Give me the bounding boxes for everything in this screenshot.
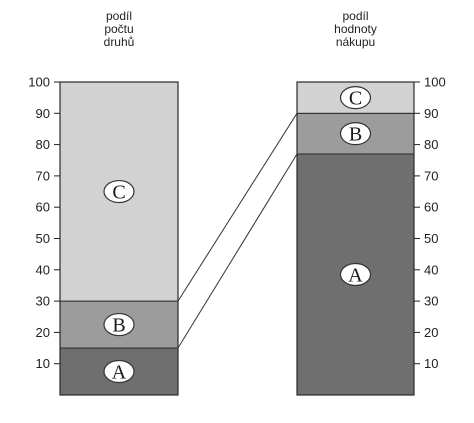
left-tick-label-30: 30 xyxy=(36,294,50,309)
right-tick-label-70: 70 xyxy=(424,168,438,183)
bar-2-title-line-1: podíl xyxy=(342,9,368,23)
bar-1-label-b: B xyxy=(112,315,125,337)
left-tick-label-40: 40 xyxy=(36,262,50,277)
left-tick-label-80: 80 xyxy=(36,137,50,152)
bar-1-label-circle-a xyxy=(103,359,135,384)
bar-2-label-b: B xyxy=(349,124,362,146)
connector-line-1 xyxy=(177,153,298,349)
bar-2-title-line-2: hodnoty xyxy=(334,22,377,36)
bar-1-label-circle-b xyxy=(103,312,135,337)
right-tick-label-30: 30 xyxy=(424,294,438,309)
right-tick-label-80: 80 xyxy=(424,137,438,152)
right-tick-label-60: 60 xyxy=(424,200,438,215)
left-tick-label-10: 10 xyxy=(36,356,50,371)
left-tick-label-100: 100 xyxy=(28,75,50,90)
left-tick-label-60: 60 xyxy=(36,200,50,215)
bar-2-title-line-3: nákupu xyxy=(336,35,375,49)
right-tick-label-90: 90 xyxy=(424,106,438,121)
right-tick-label-40: 40 xyxy=(424,262,438,277)
bar-1-label-circle-c xyxy=(103,179,135,204)
left-tick-label-90: 90 xyxy=(36,106,50,121)
bar-2-label-circle-c xyxy=(339,86,372,110)
bar-1-title-line-1: podíl xyxy=(106,9,132,23)
left-tick-label-50: 50 xyxy=(36,231,50,246)
bar-2-label-c: C xyxy=(349,88,362,110)
right-tick-label-100: 100 xyxy=(424,75,446,90)
right-tick-label-20: 20 xyxy=(424,325,438,340)
bar-1-label-a: A xyxy=(112,362,127,384)
bar-1-label-c: C xyxy=(112,182,125,204)
bar-1-title-line-2: počtu xyxy=(104,22,133,36)
bar-1-title-line-3: druhů xyxy=(104,35,135,49)
connector-line-2 xyxy=(177,113,298,302)
left-tick-label-20: 20 xyxy=(36,325,50,340)
bar-2-label-a: A xyxy=(348,264,363,286)
bar-2-label-circle-b xyxy=(339,122,372,146)
left-tick-label-70: 70 xyxy=(36,168,50,183)
right-tick-label-50: 50 xyxy=(424,231,438,246)
right-tick-label-10: 10 xyxy=(424,356,438,371)
bar-2-label-circle-a xyxy=(339,262,372,287)
